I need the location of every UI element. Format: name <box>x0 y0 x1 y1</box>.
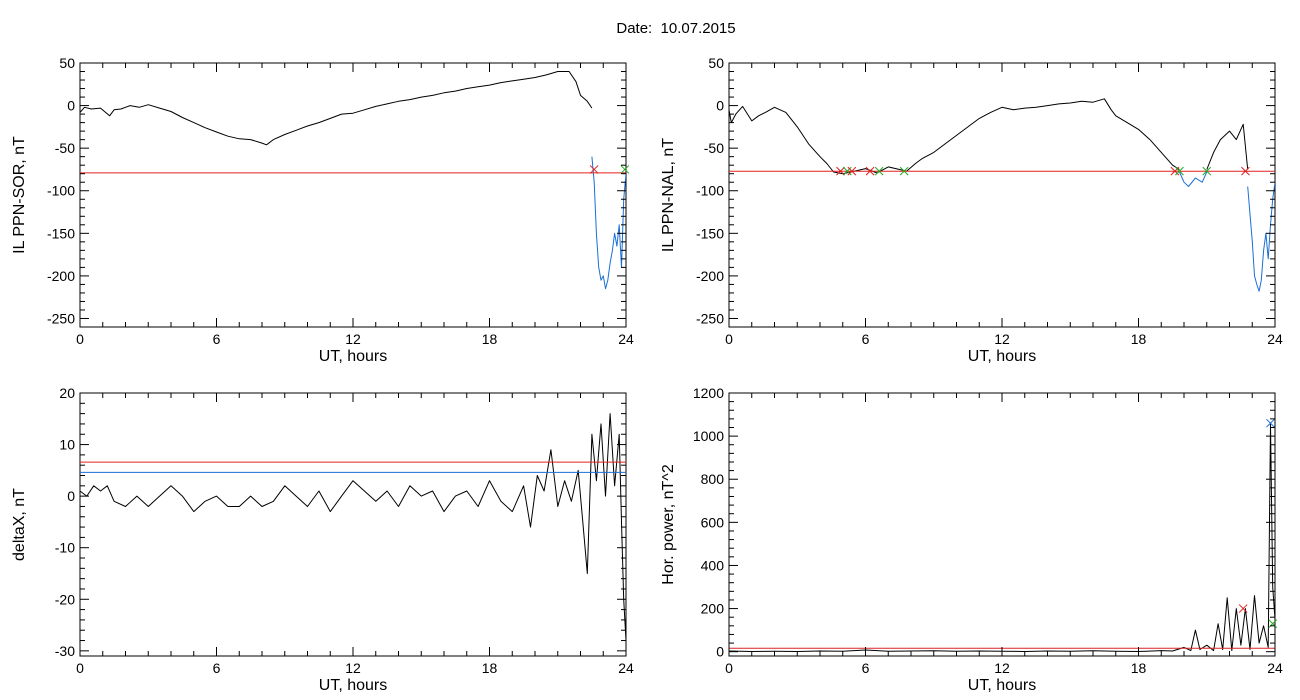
chart-panel-deltax: 0 6 12 18 24 20 10 0 -10 -20 -30 UT, hours deltaX, n… <box>11 385 634 694</box>
x-marker <box>899 166 909 176</box>
x-marker <box>836 166 845 176</box>
x-axis-title: UT, hours <box>319 677 387 694</box>
x-tick-label: 6 <box>213 660 221 676</box>
x-tick-label: 0 <box>725 660 733 676</box>
y-tick-label: 0 <box>67 98 75 114</box>
y-tick-label: -200 <box>47 268 75 284</box>
x-tick-label: 24 <box>618 660 634 676</box>
x-axis-title: UT, hours <box>968 677 1036 694</box>
x-tick-label: 12 <box>994 660 1010 676</box>
y-axis-title: IL PPN-SOR, nT <box>11 136 28 254</box>
y-axis-title: deltaX, nT <box>11 488 28 561</box>
x-tick-label: 24 <box>1267 331 1283 347</box>
x-tick-label: 24 <box>618 331 634 347</box>
x-marker <box>865 166 875 176</box>
y-tick-label: -20 <box>55 591 75 607</box>
x-tick-label: 6 <box>862 660 870 676</box>
x-marker <box>1175 166 1184 176</box>
y-tick-label: 50 <box>708 55 724 71</box>
series-line-0 <box>80 413 626 641</box>
y-tick-label: 0 <box>716 98 724 114</box>
x-tick-label: 18 <box>1131 331 1147 347</box>
y-tick-label: -100 <box>47 183 75 199</box>
x-axis-title: UT, hours <box>319 348 387 365</box>
x-tick-label: 18 <box>482 660 498 676</box>
chart-panel-hor-power: 0 6 12 18 24 1200 1000 800 600 400 200 0 UT, hours Ho… <box>660 385 1283 694</box>
series-line-0 <box>729 98 1180 175</box>
x-marker <box>1202 166 1212 176</box>
x-tick-label: 12 <box>345 660 361 676</box>
y-tick-label: 1200 <box>693 385 724 401</box>
figure-title: Date: 10.07.2015 <box>616 20 735 37</box>
y-tick-label: -150 <box>696 225 724 241</box>
series-line-2 <box>1206 123 1249 170</box>
y-tick-label: 600 <box>701 514 725 530</box>
y-tick-label: -250 <box>696 310 724 326</box>
plot-frame <box>728 62 1276 328</box>
y-tick-label: 20 <box>59 385 75 401</box>
x-tick-label: 0 <box>76 660 84 676</box>
y-tick-label: 200 <box>701 601 725 617</box>
series-line-1 <box>591 156 626 290</box>
y-axis-title: Hor. power, nT^2 <box>660 464 677 585</box>
y-tick-label: 10 <box>59 437 75 453</box>
x-marker <box>842 166 852 176</box>
x-tick-label: 18 <box>1131 660 1147 676</box>
y-tick-label: -30 <box>55 643 75 659</box>
x-marker <box>1268 619 1278 629</box>
y-tick-label: 800 <box>701 471 725 487</box>
x-tick-label: 24 <box>1267 660 1283 676</box>
x-marker <box>589 165 599 174</box>
y-tick-label: 0 <box>67 488 75 504</box>
x-marker <box>1170 166 1180 176</box>
y-tick-label: -250 <box>47 310 75 326</box>
series-line-3 <box>1247 182 1275 292</box>
x-tick-label: 6 <box>213 331 221 347</box>
plot-frame <box>79 62 627 328</box>
series-line-1 <box>1179 171 1208 187</box>
plot-frame <box>728 392 1276 657</box>
y-tick-label: 0 <box>716 644 724 660</box>
x-marker <box>620 165 630 174</box>
x-marker <box>1238 604 1248 613</box>
y-tick-label: -100 <box>696 183 724 199</box>
chart-panel-sor: 0 6 12 18 24 50 0 -50 -100 -150 -200 -250 UT, hours I… <box>11 55 634 365</box>
x-tick-label: 0 <box>76 331 84 347</box>
x-marker <box>874 166 884 176</box>
x-tick-label: 6 <box>862 331 870 347</box>
x-marker <box>1241 166 1250 176</box>
x-tick-label: 12 <box>345 331 361 347</box>
y-tick-label: 50 <box>59 55 75 71</box>
y-tick-label: 400 <box>701 557 725 573</box>
series-line-0 <box>729 422 1275 652</box>
x-tick-label: 12 <box>994 331 1010 347</box>
plot-frame <box>79 392 627 657</box>
series-line-0 <box>80 71 593 146</box>
x-marker <box>847 166 857 176</box>
y-tick-label: 1000 <box>693 428 724 444</box>
x-marker <box>1266 418 1275 428</box>
y-tick-label: -150 <box>47 225 75 241</box>
x-tick-label: 18 <box>482 331 498 347</box>
x-axis-title: UT, hours <box>968 348 1036 365</box>
chart-panel-nal: 0 6 12 18 24 50 0 -50 -100 -150 -200 -250 UT, hours I… <box>660 55 1283 365</box>
y-tick-label: -50 <box>704 140 724 156</box>
x-tick-label: 0 <box>725 331 733 347</box>
y-tick-label: -200 <box>696 268 724 284</box>
y-tick-label: -10 <box>55 540 75 556</box>
y-axis-title: IL PPN-NAL, nT <box>660 138 677 252</box>
y-tick-label: -50 <box>55 140 75 156</box>
